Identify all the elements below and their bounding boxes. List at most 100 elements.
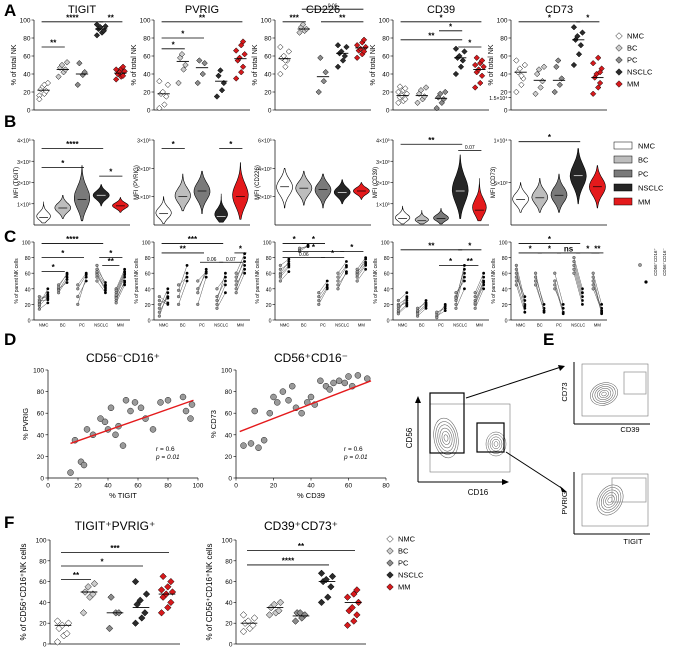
pair-point-cd16neg (65, 271, 69, 275)
significance-label: ** (180, 244, 187, 253)
legend-label: NMC (398, 535, 416, 544)
data-point-pc (201, 60, 208, 67)
y-tick-label: 0 (147, 108, 151, 115)
pair-line (356, 269, 366, 282)
pair-point-cd16pos (37, 295, 41, 299)
data-point-nsclc (570, 61, 578, 69)
pair-point-cd16neg (523, 295, 527, 298)
data-point-bc (422, 84, 430, 91)
y-tick-label: 40 (500, 72, 508, 79)
violin-nmc (155, 196, 172, 224)
y-tick-label: 0 (505, 319, 508, 325)
data-point-mm (238, 69, 245, 76)
y-tick-label: 80 (39, 558, 47, 565)
pair-point-cd16neg (243, 260, 247, 263)
data-point-mm (362, 43, 369, 51)
pair-point-cd16neg (443, 306, 447, 310)
pair-line (474, 284, 484, 305)
data-point-bc (535, 66, 543, 73)
pair-point-cd16pos (572, 259, 576, 264)
pair-point-cd16pos (514, 283, 518, 287)
data-point-nmc (41, 81, 48, 88)
data-point-mm (112, 76, 120, 83)
gate-cd56bright (429, 392, 465, 454)
pair-point-cd16neg (243, 264, 247, 267)
significance-label: * (548, 244, 552, 253)
data-point-bc (178, 51, 186, 58)
legend-label: PC (398, 559, 409, 568)
x-tick-label: 40 (104, 483, 112, 490)
pair-point-cd16neg (65, 275, 69, 279)
y-tick-label: 3×10³ (376, 160, 390, 166)
data-point (298, 409, 305, 417)
legend-marker-mm (615, 80, 623, 88)
violin-bc (54, 195, 71, 219)
pair-line (535, 277, 545, 305)
pair-point-cd16pos (114, 293, 118, 297)
x-tick-label: 0 (234, 483, 238, 490)
data-point-nsclc (574, 33, 581, 40)
pair-point-cd16neg (65, 278, 69, 281)
pair-line (573, 269, 583, 301)
data-point-bc (533, 70, 541, 78)
flow-population-contour (596, 484, 624, 516)
pair-line (77, 273, 87, 286)
y-axis-label: % of CD56⁺CD16⁺NK cells (19, 544, 28, 641)
y-tick-label: 20 (382, 90, 390, 97)
pair-point-cd16neg (185, 275, 189, 279)
pair-point-cd16neg (523, 304, 527, 308)
pair-point-cd16pos (454, 306, 458, 310)
pair-point-cd16neg (325, 279, 329, 283)
pair-point-cd16pos (514, 263, 518, 267)
pair-point-cd16neg (542, 303, 546, 306)
pair-point-cd16pos (157, 302, 161, 306)
pair-point-cd16neg (287, 257, 291, 261)
pair-line (474, 280, 484, 301)
pair-point-cd16pos (215, 306, 219, 310)
x-tick-label: 0 (46, 483, 50, 490)
data-point-nsclc (570, 24, 578, 31)
data-point (279, 388, 287, 395)
violin-nmc (512, 182, 529, 213)
pair-point-cd16pos (57, 288, 61, 292)
pair-point-cd16pos (157, 295, 161, 299)
violin-pc (193, 170, 211, 214)
data-point-nsclc (575, 51, 583, 58)
pair-point-cd16pos (454, 302, 458, 306)
data-point-bc (63, 59, 71, 66)
pair-point-cd16pos (355, 279, 359, 283)
y-tick-label: 60 (225, 579, 233, 586)
pair-point-cd16pos (317, 298, 321, 303)
pair-line (417, 302, 427, 309)
x-tick-label: NSCLC (214, 323, 228, 328)
pair-point-cd16pos (157, 314, 161, 318)
pair-point-cd16pos (355, 267, 359, 271)
data-point-nmc (277, 70, 284, 78)
chart-title: CD56⁺CD16⁻ (274, 351, 348, 365)
significance-label: * (468, 39, 472, 48)
data-point-nsclc (131, 577, 140, 586)
y-tick-label: 60 (39, 579, 47, 586)
pair-line (178, 265, 188, 291)
pair-point-cd16neg (561, 306, 565, 310)
violin-mm (112, 197, 129, 213)
pair-point-cd16neg (424, 299, 428, 302)
significance-label: ** (428, 136, 435, 145)
violin-nsclc (451, 154, 469, 219)
data-point-bc (90, 580, 99, 588)
pair-point-cd16neg (224, 291, 227, 295)
pair-point-cd16pos (572, 256, 576, 260)
panel-letter: D (4, 330, 16, 349)
pair-line (516, 280, 526, 309)
data-point (341, 379, 348, 387)
significance-label: **** (66, 13, 79, 22)
legend-label: BC (398, 547, 409, 556)
data-point-nsclc (457, 63, 465, 70)
axis-label-cd39: CD39 (620, 425, 639, 434)
flow-population-contour (601, 391, 607, 397)
pair-point-cd16neg (345, 260, 348, 263)
pair-point-cd16neg (424, 306, 428, 310)
data-point-nsclc (142, 590, 151, 598)
axis-label-cd73: CD73 (560, 382, 569, 401)
pair-line (455, 288, 465, 309)
